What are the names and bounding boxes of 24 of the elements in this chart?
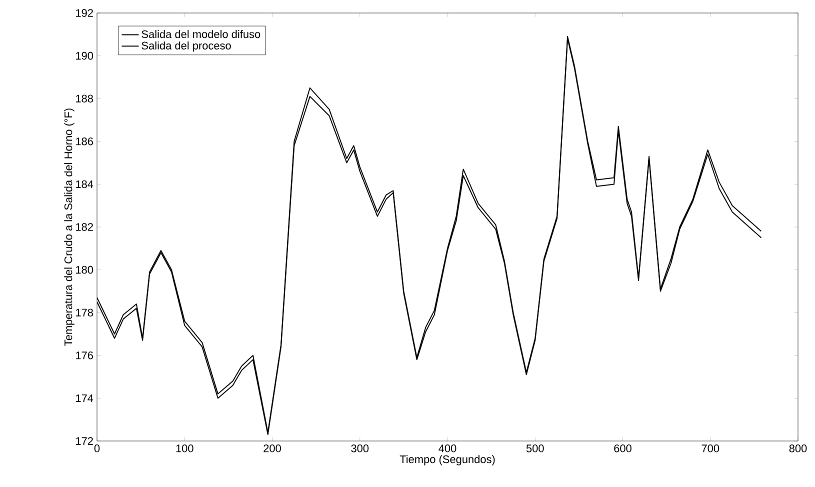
x-tick-label: 100: [176, 444, 194, 452]
legend-label: Salida del proceso: [142, 41, 231, 52]
y-tick-label: 180: [76, 266, 94, 274]
legend-label: Salida del modelo difuso: [142, 30, 260, 38]
y-tick-label: 188: [76, 94, 93, 102]
x-tick-label: 0: [94, 444, 100, 452]
x-tick-label: 400: [438, 444, 456, 452]
y-tick-label: 174: [76, 394, 94, 402]
x-tick-label: 500: [526, 444, 544, 452]
y-tick-label: 184: [76, 180, 94, 188]
y-tick-label: 192: [76, 9, 93, 17]
y-axis-title: Temperatura del Crudo a la Salida del Horno (°F): [64, 108, 74, 346]
x-axis-title: Tiempo (Segundos): [400, 455, 495, 466]
y-tick-label: 182: [76, 223, 93, 231]
y-tick-label: 176: [76, 352, 93, 360]
y-tick-label: 190: [76, 52, 94, 60]
x-tick-label: 200: [264, 444, 281, 452]
x-tick-label: 300: [351, 444, 369, 452]
x-tick-label: 700: [702, 444, 720, 452]
y-tick-label: 186: [76, 138, 93, 146]
x-tick-label: 600: [614, 444, 632, 452]
x-tick-label: 800: [789, 444, 807, 452]
y-tick-label: 178: [76, 308, 93, 316]
y-tick-label: 172: [76, 437, 93, 445]
